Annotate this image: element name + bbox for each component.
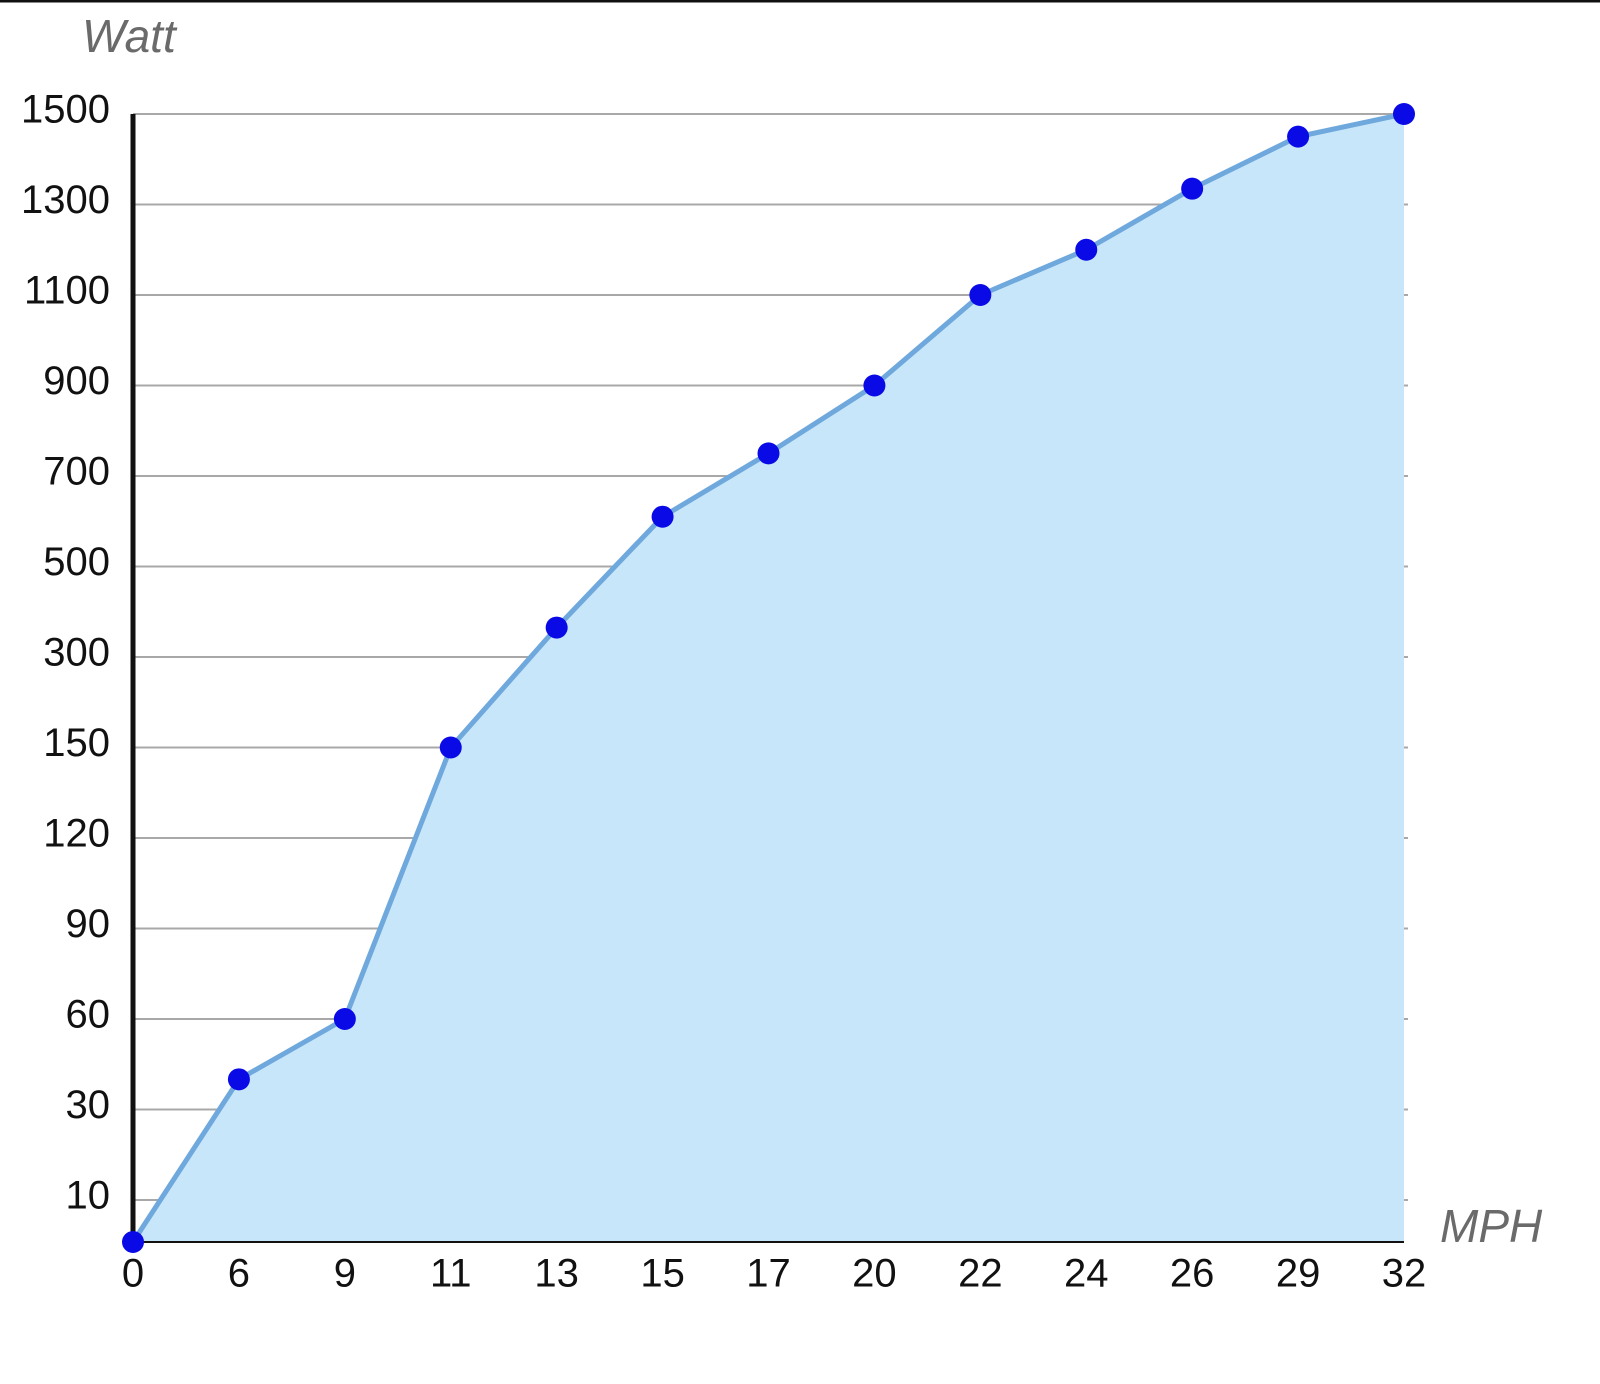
data-point — [333, 1008, 356, 1030]
x-tick-label: 15 — [640, 1252, 685, 1296]
area-fill — [133, 114, 1404, 1242]
data-point — [1181, 177, 1204, 200]
y-tick-label: 60 — [66, 993, 111, 1037]
data-point — [545, 616, 568, 639]
y-axis-title: Watt — [82, 10, 178, 62]
x-tick-label: 32 — [1382, 1252, 1427, 1296]
x-tick-label: 26 — [1170, 1252, 1215, 1296]
x-tick-label: 17 — [746, 1252, 791, 1296]
data-point — [122, 1231, 144, 1253]
labels: 10 30 60 90 120 150 300 500 700 900 1100 1300 1500 0 6… — [21, 88, 1426, 1296]
data-point — [757, 442, 780, 465]
data-point — [969, 284, 992, 306]
y-tick-label: 90 — [66, 902, 111, 946]
data-point — [1393, 103, 1415, 125]
data-point — [1287, 125, 1310, 148]
x-tick-label: 0 — [122, 1252, 144, 1296]
y-tick-label: 120 — [43, 812, 110, 856]
data-point — [1075, 238, 1098, 261]
data-point — [439, 736, 462, 759]
y-tick-label: 300 — [43, 631, 110, 675]
y-tick-label: 150 — [43, 721, 110, 765]
x-tick-label: 9 — [334, 1252, 356, 1296]
data-point — [227, 1068, 250, 1091]
x-tick-label: 13 — [534, 1252, 579, 1296]
y-tick-label: 10 — [66, 1174, 111, 1218]
y-tick-label: 900 — [43, 359, 110, 403]
x-tick-label: 11 — [430, 1252, 472, 1296]
x-axis-title: MPH — [1440, 1200, 1543, 1252]
y-tick-label: 1500 — [21, 88, 110, 132]
y-tick-label: 1300 — [21, 178, 110, 222]
x-tick-label: 29 — [1276, 1252, 1321, 1296]
x-tick-label: 24 — [1064, 1252, 1109, 1296]
x-tick-label: 22 — [958, 1252, 1003, 1296]
y-tick-label: 30 — [66, 1083, 111, 1127]
data-point — [651, 505, 674, 528]
data-point — [863, 374, 886, 397]
y-tick-label: 1100 — [24, 269, 110, 313]
y-tick-label: 700 — [43, 450, 110, 494]
plot — [122, 103, 1415, 1253]
y-tick-label: 500 — [43, 540, 110, 584]
x-tick-label: 20 — [852, 1252, 897, 1296]
x-tick-label: 6 — [228, 1252, 250, 1296]
